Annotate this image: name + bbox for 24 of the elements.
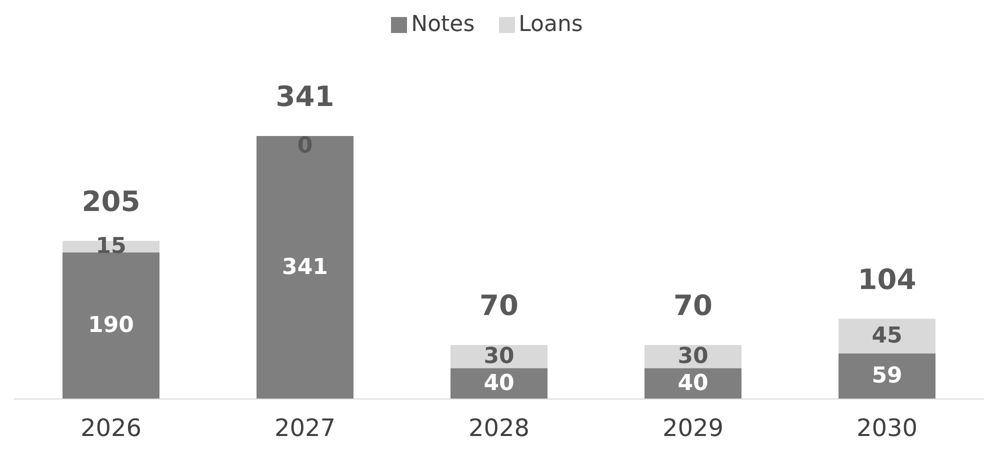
total-label: 70 [674,289,712,322]
legend-label: Notes [411,12,475,37]
x-tick-label: 2030 [856,414,918,442]
data-label: 40 [678,371,708,396]
total-label: 341 [276,80,334,113]
x-tick-label: 2028 [468,414,530,442]
data-label: 40 [484,371,514,396]
bar [62,252,160,399]
data-label: 30 [484,344,514,370]
bar [838,353,936,399]
legend-label: Loans [518,12,583,37]
data-label: 190 [88,313,134,338]
x-tick-label: 2029 [662,414,724,442]
total-label: 104 [858,262,916,296]
x-tick-label: 2026 [80,414,142,442]
data-label: 341 [282,255,328,280]
total-label: 205 [82,184,140,218]
bar [256,136,354,399]
total-label: 70 [480,289,518,322]
data-label: 30 [678,344,708,370]
data-label: 59 [872,364,902,389]
x-tick-label: 2027 [274,414,336,442]
data-label: 45 [872,324,902,349]
bar [838,318,936,354]
